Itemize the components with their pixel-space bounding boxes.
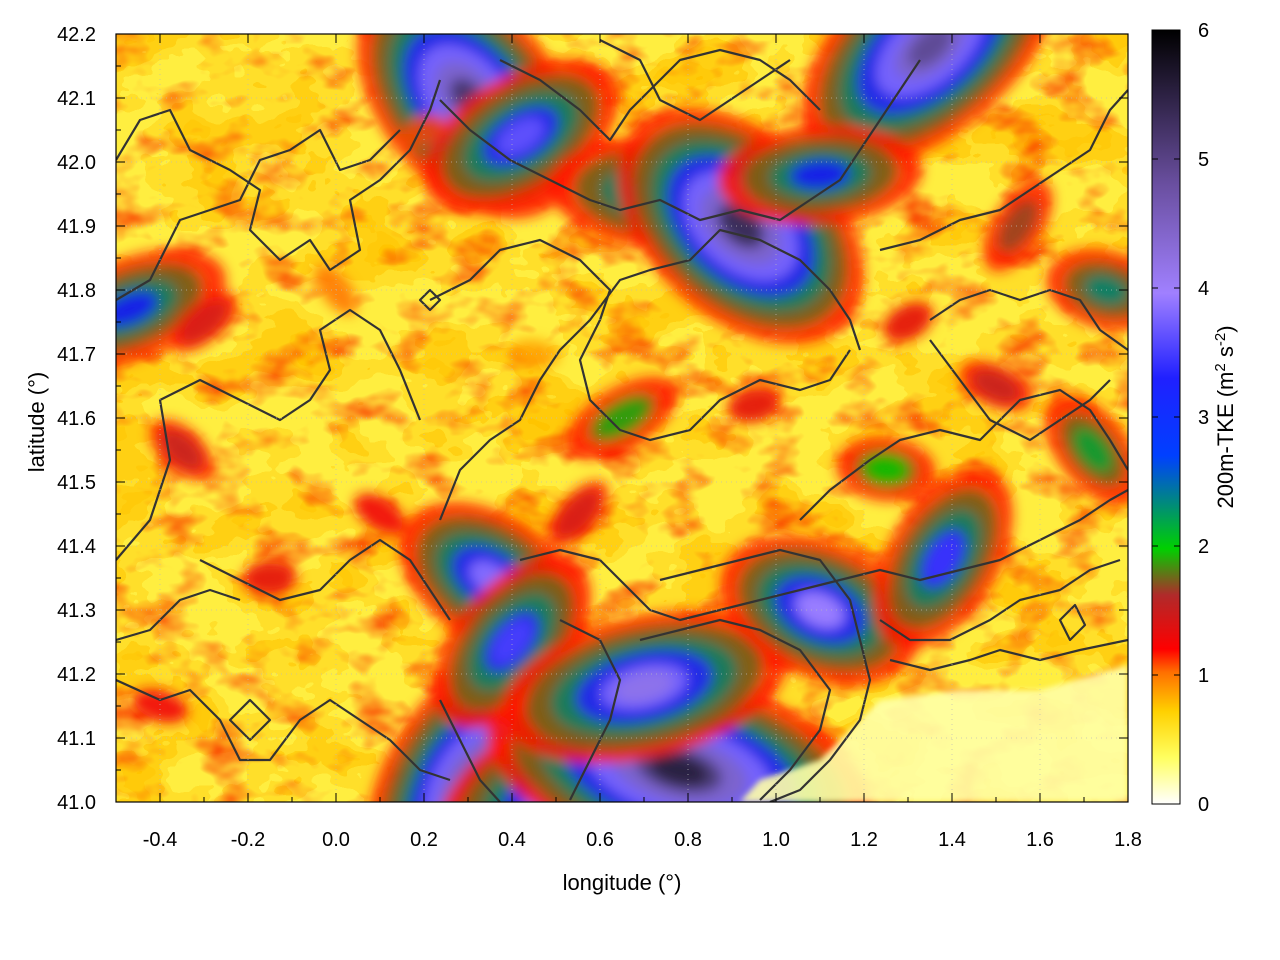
cb-tick-label-0: 0 [1198, 794, 1209, 816]
hotspot-23-level-1 [555, 489, 601, 539]
cb-tick-label-2: 2 [1198, 536, 1209, 558]
hotspot-8-level-3 [790, 160, 850, 190]
hotspot-30-level-1 [887, 305, 929, 339]
hotspot-20 [170, 291, 238, 353]
hotspot-20-level-1 [179, 299, 229, 345]
y-tick-label-3: 41.3 [57, 600, 96, 622]
y-tick-label-9: 41.9 [57, 216, 96, 238]
x-tick-label-2: 0.0 [322, 829, 350, 851]
hotspot-8 [717, 124, 923, 225]
hotspot-31-level-0 [508, 339, 560, 369]
y-tick-label-8: 41.8 [57, 280, 96, 302]
y-tick-label-11: 42.1 [57, 88, 96, 110]
hotspot-10-level-4 [491, 619, 533, 665]
hotspot-2-level-7 [650, 754, 709, 786]
hotspot-28-level-1 [134, 690, 186, 722]
heatmap-field [116, 34, 1128, 802]
y-tick-label-10: 42.0 [57, 152, 96, 174]
hotspot-12 [720, 535, 920, 685]
x-tick-label-3: 0.2 [410, 829, 438, 851]
y-axis-ticks: 41.0 41.1 41.2 41.3 41.4 41.5 41.6 41.7 41.8 41.9… [57, 24, 1128, 814]
hotspot-24 [726, 386, 782, 424]
x-tick-label-8: 1.2 [850, 829, 878, 851]
colorbar-label: 200m-TKE (m2 s-2) [1212, 325, 1238, 508]
hotspot-11-level-5 [614, 671, 674, 703]
hotspot-14-level-3 [116, 291, 158, 327]
hotspot-21-level-1 [247, 563, 293, 593]
y-tick-label-0: 41.0 [57, 792, 96, 814]
hotspot-4-level-4 [497, 117, 545, 155]
hotspot-16 [1044, 394, 1128, 506]
cb-tick-label-4: 4 [1198, 278, 1209, 300]
hotspot-7-level-6 [908, 34, 952, 68]
hotspot-24-level-1 [731, 390, 777, 421]
hotspot-31 [508, 339, 560, 369]
low-tke-region [740, 665, 1128, 802]
hotspot-13 [873, 468, 1013, 649]
hotspot-10 [433, 555, 591, 729]
hotspot-19-level-1 [160, 429, 204, 471]
x-tick-label-5: 0.6 [586, 829, 614, 851]
x-tick-label-10: 1.6 [1026, 829, 1054, 851]
contour-lines [116, 39, 1128, 802]
y-tick-label-2: 41.2 [57, 664, 96, 686]
x-tick-label-11: 1.8 [1114, 829, 1142, 851]
x-tick-label-6: 0.8 [674, 829, 702, 851]
hotspot-28 [131, 688, 189, 724]
hotspot-22-level-1 [356, 495, 404, 533]
tke-hotspots [116, 34, 1128, 802]
y-tick-label-6: 41.6 [57, 408, 96, 430]
y-tick-label-4: 41.4 [57, 536, 96, 558]
y-tick-label-1: 41.1 [57, 728, 96, 750]
hotspot-23 [547, 480, 609, 548]
hotspot-7 [801, 34, 1059, 167]
cb-tick-label-6: 6 [1198, 20, 1209, 42]
hotspot-13-level-4 [924, 535, 962, 583]
x-axis-label: longitude (°) [563, 870, 682, 895]
x-tick-label-7: 1.0 [762, 829, 790, 851]
y-axis-label: latitude (°) [24, 372, 49, 473]
hotspot-16-level-2 [1073, 427, 1113, 473]
y-tick-label-5: 41.5 [57, 472, 96, 494]
hotspot-22 [354, 492, 406, 536]
y-tick-label-12: 42.2 [57, 24, 96, 46]
y-tick-label-7: 41.7 [57, 344, 96, 366]
hotspot-12-level-5 [798, 593, 842, 627]
hotspot-18-level-2 [863, 454, 909, 484]
hotspot-25-level-1 [971, 368, 1021, 404]
hotspot-30 [882, 301, 934, 343]
hotspot-25 [959, 360, 1033, 412]
cb-tick-label-3: 3 [1198, 407, 1209, 429]
x-tick-label-1: -0.2 [231, 829, 265, 851]
hotspot-11 [500, 610, 788, 764]
hotspot-6-level-7 [721, 207, 761, 245]
x-tick-label-0: -0.4 [143, 829, 177, 851]
x-tick-label-4: 0.4 [498, 829, 526, 851]
cb-tick-label-1: 1 [1198, 665, 1209, 687]
hotspot-26 [983, 180, 1053, 272]
x-tick-label-9: 1.4 [938, 829, 966, 851]
cb-tick-label-5: 5 [1198, 149, 1209, 171]
grid-lines [116, 34, 1128, 802]
hotspot-26-level-1 [998, 199, 1038, 253]
colorbar-ticks: 0 1 2 3 4 5 6 [1152, 20, 1209, 816]
x-axis-ticks: -0.4 -0.2 0.0 0.2 0.4 0.6 0.8 1.0 1.2 1.4 1.6 1.8 [115, 34, 1142, 851]
